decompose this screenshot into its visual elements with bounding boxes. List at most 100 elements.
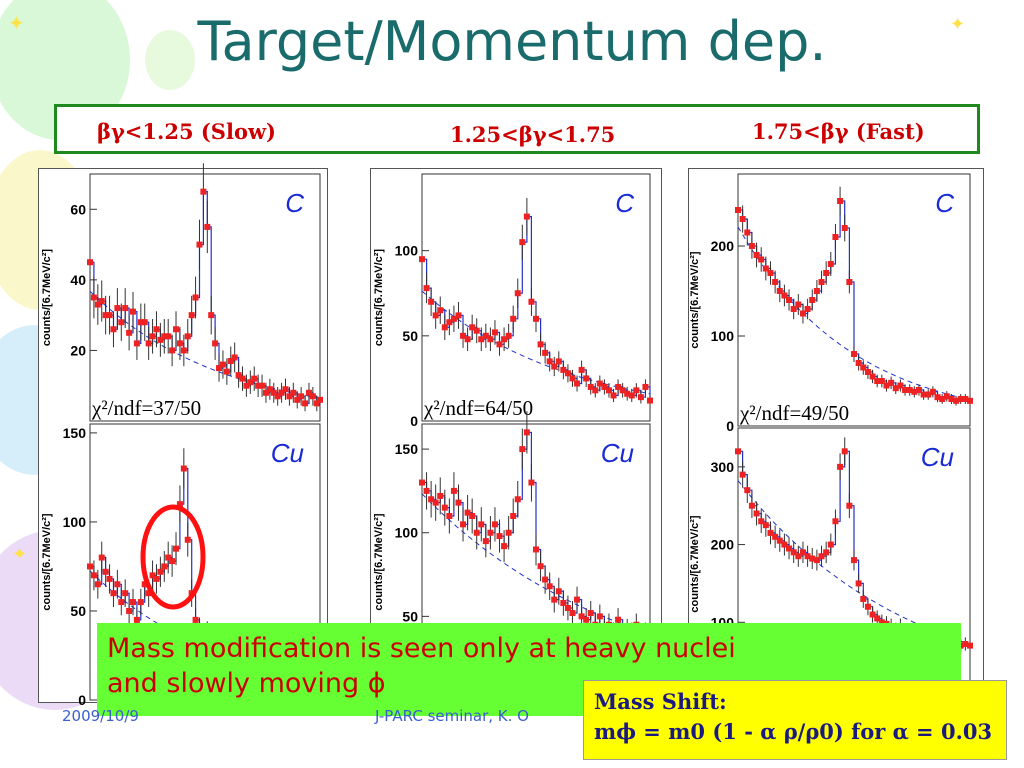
y-tick-label: 150 bbox=[395, 441, 419, 457]
data-point bbox=[192, 294, 199, 301]
data-point bbox=[255, 382, 262, 389]
background-fit-line bbox=[421, 290, 651, 395]
data-point bbox=[967, 397, 973, 404]
data-point bbox=[624, 390, 631, 397]
data-point bbox=[251, 375, 258, 382]
data-point bbox=[487, 336, 494, 343]
data-point bbox=[313, 400, 320, 407]
data-point bbox=[537, 341, 544, 348]
data-point bbox=[578, 366, 585, 373]
data-point bbox=[204, 223, 211, 230]
data-point bbox=[786, 545, 793, 552]
data-point bbox=[790, 306, 797, 312]
data-point bbox=[180, 465, 187, 472]
data-point bbox=[305, 389, 312, 396]
data-point bbox=[878, 619, 885, 626]
data-point bbox=[491, 521, 498, 528]
data-point bbox=[141, 581, 148, 588]
data-point bbox=[122, 590, 129, 597]
plot-area bbox=[421, 173, 651, 422]
data-point bbox=[460, 332, 467, 339]
data-point bbox=[967, 642, 973, 649]
data-point bbox=[519, 239, 526, 246]
data-point bbox=[294, 396, 301, 403]
data-point bbox=[569, 610, 576, 617]
data-point bbox=[583, 375, 590, 382]
data-point bbox=[122, 305, 129, 312]
y-tick-label: 100 bbox=[63, 514, 87, 530]
data-point bbox=[804, 553, 811, 560]
data-point bbox=[212, 340, 219, 347]
footer-text: J-PARC seminar, K. O bbox=[375, 707, 529, 725]
data-point bbox=[560, 599, 567, 606]
data-point bbox=[758, 518, 765, 525]
y-axis-label: counts/[6.7MeV/c²] bbox=[41, 249, 53, 347]
data-point bbox=[615, 616, 622, 623]
data-point bbox=[455, 499, 462, 506]
data-point bbox=[739, 471, 746, 478]
data-point bbox=[851, 557, 857, 564]
data-point bbox=[939, 396, 946, 402]
data-point bbox=[841, 448, 848, 455]
data-point bbox=[482, 538, 489, 545]
data-point bbox=[114, 581, 121, 588]
data-point bbox=[278, 389, 285, 396]
data-point bbox=[574, 596, 581, 603]
data-point bbox=[809, 297, 816, 303]
data-point bbox=[94, 301, 101, 308]
data-point bbox=[432, 312, 439, 319]
data-point bbox=[795, 553, 802, 560]
target-label: Cu bbox=[271, 438, 304, 468]
data-point bbox=[176, 340, 183, 347]
data-point bbox=[98, 298, 105, 305]
data-point bbox=[874, 615, 881, 622]
data-point bbox=[460, 521, 467, 528]
footer-date: 2009/10/9 bbox=[62, 707, 139, 725]
data-point bbox=[841, 225, 848, 231]
data-point bbox=[790, 549, 797, 556]
data-point bbox=[510, 315, 517, 322]
data-point bbox=[762, 522, 769, 529]
data-point bbox=[428, 496, 435, 503]
data-point bbox=[546, 583, 553, 590]
data-point bbox=[772, 533, 779, 540]
fit-chi2-annotation: χ²/ndf=37/50 bbox=[91, 396, 201, 420]
data-point bbox=[473, 529, 480, 536]
data-point bbox=[165, 554, 172, 561]
data-point bbox=[753, 510, 760, 517]
data-point bbox=[259, 382, 266, 389]
data-point bbox=[878, 378, 885, 384]
target-label: C bbox=[285, 188, 304, 218]
data-point bbox=[184, 333, 191, 340]
data-point bbox=[423, 285, 430, 292]
data-point bbox=[934, 394, 941, 401]
data-point bbox=[869, 373, 876, 380]
data-point bbox=[781, 292, 788, 299]
data-point bbox=[883, 382, 890, 389]
data-point bbox=[446, 319, 453, 326]
data-point bbox=[290, 389, 297, 396]
data-point bbox=[235, 372, 242, 379]
data-point bbox=[227, 358, 234, 365]
data-point bbox=[169, 347, 176, 354]
y-tick-label: 50 bbox=[402, 608, 418, 624]
highlight-ellipse bbox=[140, 504, 206, 610]
note-line-1: Mass modification is seen only at heavy … bbox=[107, 633, 736, 664]
data-point bbox=[920, 391, 927, 398]
data-point bbox=[157, 336, 164, 343]
data-point bbox=[533, 315, 539, 322]
data-point bbox=[208, 312, 215, 319]
data-point bbox=[173, 326, 180, 333]
fit-chi2-annotation: χ²/ndf=64/50 bbox=[423, 396, 533, 420]
data-point bbox=[633, 387, 640, 394]
data-point bbox=[619, 387, 626, 394]
background-fit-line bbox=[421, 493, 651, 635]
y-tick-label: 20 bbox=[70, 342, 86, 358]
y-tick-label: 40 bbox=[70, 272, 86, 288]
fit-chi2-annotation: χ²/ndf=49/50 bbox=[739, 401, 849, 425]
data-point bbox=[860, 364, 867, 371]
y-tick-label: 100 bbox=[395, 525, 419, 541]
data-point bbox=[823, 270, 830, 276]
data-point bbox=[555, 588, 562, 595]
data-point bbox=[758, 256, 765, 263]
